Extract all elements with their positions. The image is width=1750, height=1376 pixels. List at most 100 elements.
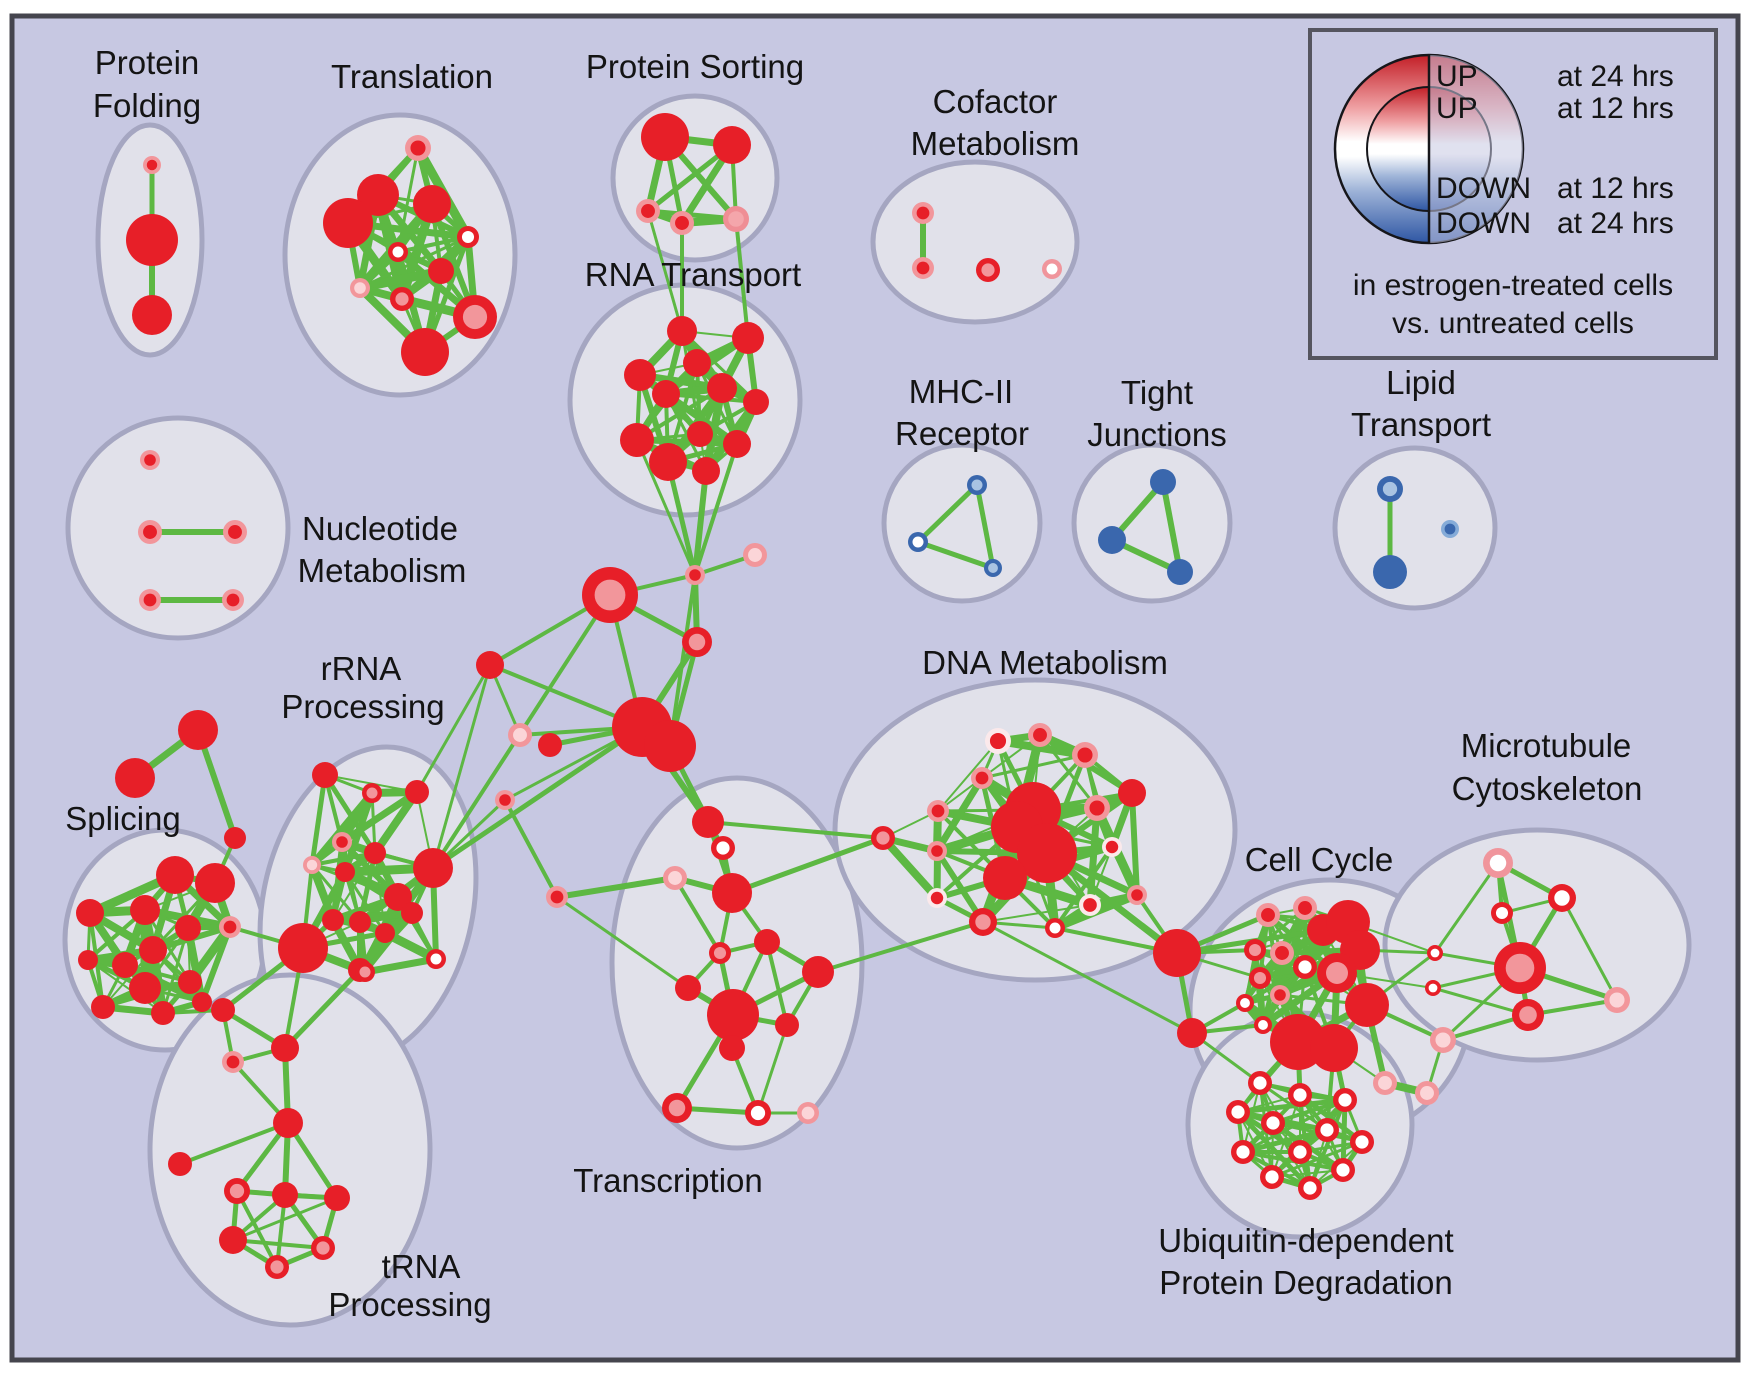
network-node-cc bbox=[1345, 983, 1389, 1027]
network-node-center bbox=[1077, 747, 1093, 763]
network-edge bbox=[915, 482, 980, 545]
network-node-center bbox=[223, 920, 237, 934]
network-node-rt bbox=[723, 430, 751, 458]
network-node-center bbox=[931, 845, 943, 857]
network-node-center bbox=[143, 593, 157, 607]
network-node-center bbox=[989, 732, 1007, 750]
network-node-rt bbox=[683, 349, 711, 377]
network-node-tc bbox=[775, 1013, 799, 1037]
network-node-tr bbox=[401, 328, 449, 376]
network-edge bbox=[879, 834, 941, 902]
network-node-center bbox=[1275, 946, 1289, 960]
network-node-tc bbox=[719, 1035, 745, 1061]
network-edge bbox=[1433, 861, 1500, 955]
network-node-center bbox=[513, 728, 527, 742]
network-node-center bbox=[395, 292, 409, 306]
network-node-rr bbox=[413, 848, 453, 888]
network-nodes bbox=[76, 113, 1630, 1279]
network-node-tj bbox=[1098, 526, 1126, 554]
network-node-center bbox=[1083, 898, 1097, 912]
network-node-center bbox=[668, 871, 682, 885]
cluster-lt bbox=[1332, 445, 1498, 611]
label-dm: DNA Metabolism bbox=[922, 644, 1168, 681]
network-node-tc bbox=[675, 975, 701, 1001]
network-edge bbox=[974, 482, 996, 571]
network-edge bbox=[1129, 790, 1140, 898]
label-tn: Processing bbox=[328, 1286, 491, 1323]
network-edge bbox=[1560, 896, 1619, 1002]
network-node-tc bbox=[802, 956, 834, 988]
network-node-sp bbox=[76, 899, 104, 927]
network-node-rr bbox=[278, 923, 328, 973]
network-node-center bbox=[430, 953, 442, 965]
network-edge bbox=[680, 329, 758, 404]
network-node-rt bbox=[692, 457, 720, 485]
network-edge bbox=[706, 820, 885, 840]
network-node-rr bbox=[312, 762, 338, 788]
network-node-center bbox=[1378, 1076, 1392, 1090]
legend-direction-1: UP bbox=[1436, 92, 1478, 125]
network-node-rr bbox=[375, 923, 395, 943]
network-node-center bbox=[144, 454, 156, 466]
network-node-center bbox=[728, 211, 744, 227]
network-node-center bbox=[143, 525, 157, 539]
network-edge bbox=[415, 663, 492, 794]
network-node-dm bbox=[983, 856, 1027, 900]
network-node-center bbox=[975, 771, 989, 785]
cluster-tj bbox=[1071, 442, 1233, 604]
network-node-center bbox=[1303, 1181, 1317, 1195]
network-edge bbox=[282, 967, 363, 1051]
network-node-center bbox=[316, 1241, 330, 1255]
network-node-center bbox=[1248, 943, 1262, 957]
legend-time-2: at 12 hrs bbox=[1557, 172, 1674, 205]
network-node-center bbox=[988, 563, 998, 573]
network-node-tj bbox=[1167, 559, 1193, 585]
network-node-fr bbox=[538, 733, 562, 757]
network-node-center bbox=[1231, 1105, 1245, 1119]
network-node-center bbox=[1274, 989, 1286, 1001]
network-node-center bbox=[750, 1105, 766, 1121]
network-node-center bbox=[392, 246, 404, 258]
network-node-sp bbox=[129, 972, 161, 1004]
network-node-sp bbox=[178, 970, 202, 994]
network-node-center bbox=[550, 890, 564, 904]
label-mc: Microtubule bbox=[1461, 727, 1632, 764]
network-node-center bbox=[410, 140, 426, 156]
label-cm: Metabolism bbox=[911, 125, 1080, 162]
network-node-fr bbox=[1177, 1018, 1207, 1048]
network-node-center bbox=[1105, 840, 1119, 854]
network-node-pf bbox=[126, 214, 178, 266]
network-node-center bbox=[354, 282, 366, 294]
network-node-center bbox=[1293, 1088, 1307, 1102]
network-node-center bbox=[229, 1183, 245, 1199]
label-mh: MHC-II bbox=[909, 373, 1013, 410]
network-node-center bbox=[1382, 481, 1398, 497]
legend-caption-1: vs. untreated cells bbox=[1392, 307, 1634, 340]
network-edge bbox=[734, 217, 750, 340]
network-node-tn bbox=[324, 1185, 350, 1211]
label-rt: RNA Transport bbox=[585, 256, 801, 293]
network-node-rt bbox=[707, 373, 737, 403]
network-node-fr bbox=[178, 710, 218, 750]
network-node-center bbox=[1489, 854, 1507, 872]
legend-direction-0: UP bbox=[1436, 60, 1478, 93]
network-node-dm bbox=[1118, 779, 1146, 807]
network-node-rr bbox=[405, 780, 429, 804]
network-node-sp bbox=[78, 950, 98, 970]
network-node-rt bbox=[620, 423, 654, 457]
network-edge bbox=[1053, 845, 1114, 930]
network-edge bbox=[765, 940, 789, 1027]
network-node-center bbox=[1336, 1163, 1350, 1177]
network-node-tc bbox=[692, 806, 724, 838]
network-node-center bbox=[1033, 728, 1047, 742]
network-edge bbox=[332, 852, 376, 921]
network-node-center bbox=[1131, 889, 1143, 901]
network-node-center bbox=[462, 304, 488, 330]
network-node-center bbox=[916, 206, 930, 220]
label-ps: Protein Sorting bbox=[586, 48, 804, 85]
network-node-sp bbox=[151, 1001, 175, 1025]
network-node-center bbox=[876, 831, 890, 845]
network-node-center bbox=[336, 836, 348, 848]
cluster-mh bbox=[881, 442, 1043, 604]
